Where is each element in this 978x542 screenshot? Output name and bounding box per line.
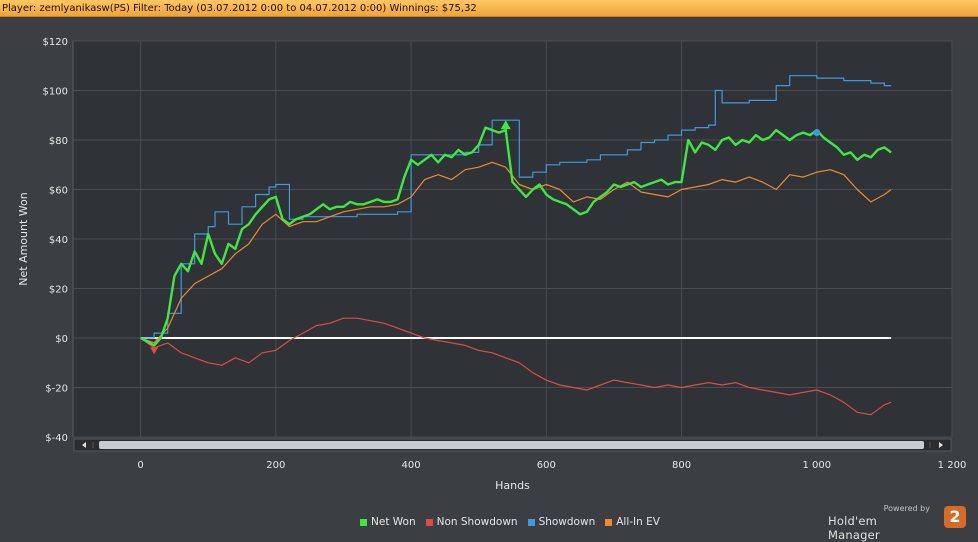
series-line-net-won [140, 126, 892, 347]
series-line-showdown [140, 75, 892, 339]
y-tick-label: $40 [49, 235, 68, 246]
marker-showdown [813, 129, 821, 137]
x-tick-label: 1 000 [802, 460, 831, 471]
legend-item-all-in-ev[interactable]: All-In EV [605, 516, 660, 528]
non-showdown-swatch-icon [425, 518, 433, 526]
marker-net-won [500, 120, 511, 130]
y-tick-label: $80 [49, 136, 68, 147]
scroll-left-arrow-icon[interactable] [82, 442, 86, 448]
y-tick-label: $60 [49, 186, 68, 197]
player-info-text: Player: zemlyanikasw(PS) Filter: Today (… [2, 3, 477, 14]
series-line-all-in-ev [140, 161, 892, 344]
x-tick-label: 0 [137, 460, 143, 471]
showdown-swatch-icon [527, 518, 535, 526]
y-tick-label: $-20 [45, 384, 68, 395]
legend-label-net-won: Net Won [371, 516, 416, 528]
chart-legend: Net Won Non Showdown Showdown All-In EV [360, 515, 660, 529]
holdem-manager-logo-icon: 2 [944, 506, 966, 528]
legend-item-net-won[interactable]: Net Won [360, 516, 416, 528]
scrollbar-thumb[interactable] [99, 441, 924, 449]
powered-by-text: Powered by [883, 504, 930, 513]
marker-non-showdown [150, 347, 159, 355]
holdem-manager-branding: Powered by Hold'em Manager 2 [828, 504, 968, 542]
x-tick-label: 600 [537, 460, 556, 471]
y-tick-label: $120 [43, 37, 68, 48]
legend-item-showdown[interactable]: Showdown [527, 516, 596, 528]
legend-item-non-showdown[interactable]: Non Showdown [425, 516, 518, 528]
y-axis-title: Net Amount Won [17, 192, 30, 285]
legend-label-all-in-ev: All-In EV [616, 516, 660, 528]
x-tick-label: 400 [402, 460, 421, 471]
all-in-ev-swatch-icon [605, 518, 613, 526]
scroll-right-arrow-icon[interactable] [939, 442, 943, 448]
legend-label-showdown: Showdown [538, 516, 596, 528]
y-tick-label: $-40 [45, 433, 68, 444]
x-tick-label: 1 200 [938, 460, 967, 471]
y-tick-label: $0 [55, 334, 68, 345]
y-tick-label: $20 [49, 285, 68, 296]
legend-label-non-showdown: Non Showdown [436, 516, 518, 528]
x-tick-label: 800 [672, 460, 691, 471]
x-axis-title: Hands [495, 479, 530, 492]
x-tick-label: 200 [266, 460, 285, 471]
net-won-swatch-icon [360, 518, 367, 526]
winnings-chart: 0 200 400 600 800 1 000 1 200 $120 $100 $80 $60 $40… [17, 37, 967, 492]
player-info-bar: Player: zemlyanikasw(PS) Filter: Today (… [0, 0, 978, 17]
y-tick-label: $100 [43, 87, 68, 98]
brand-name: Hold'em Manager [828, 514, 880, 542]
series-line-non-showdown [140, 317, 892, 416]
